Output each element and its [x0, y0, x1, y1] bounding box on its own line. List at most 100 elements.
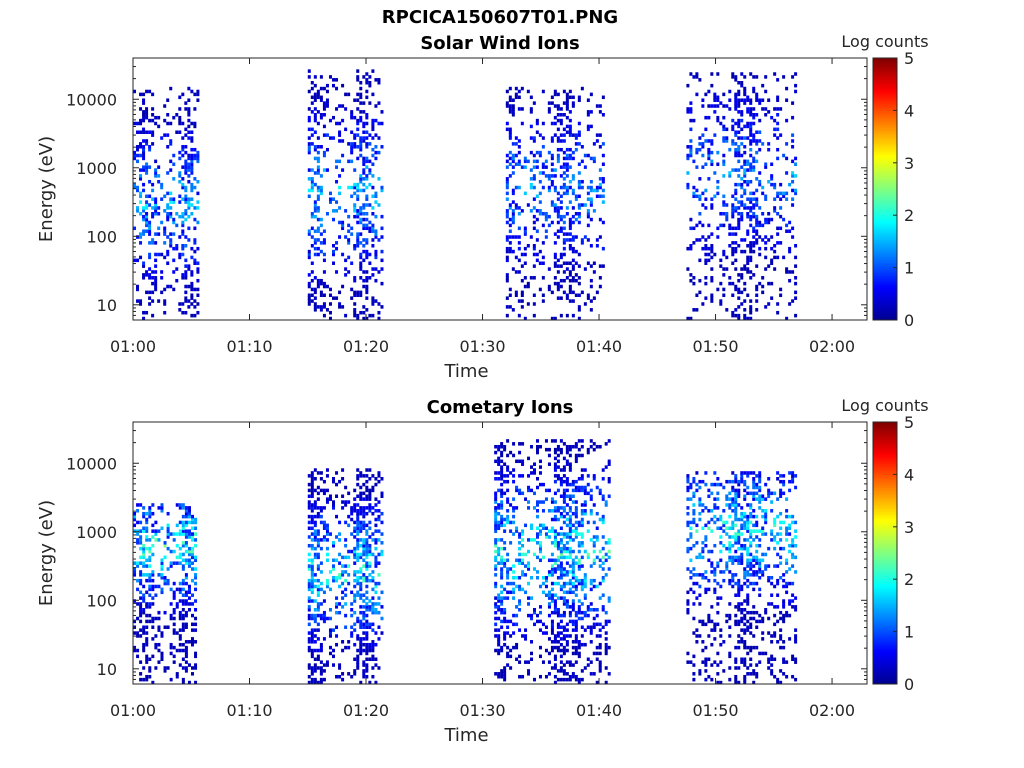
heatmap-cell [556, 287, 560, 292]
heatmap-cell [550, 599, 554, 603]
heatmap-cell [767, 147, 771, 152]
heatmap-cell [184, 270, 188, 274]
heatmap-cell [139, 672, 143, 676]
heatmap-cell [181, 244, 185, 248]
heatmap-cell [374, 680, 378, 685]
heatmap-cell [529, 177, 533, 181]
heatmap-cell [550, 558, 554, 563]
heatmap-cell [538, 654, 542, 659]
heatmap-cell [359, 188, 363, 193]
heatmap-cell [145, 130, 149, 134]
heatmap-cell [503, 608, 507, 612]
heatmap-cell [559, 625, 563, 629]
heatmap-cell [184, 127, 188, 132]
heatmap-cell [505, 121, 509, 126]
heatmap-cell [725, 564, 729, 568]
heatmap-cell [571, 581, 575, 586]
heatmap-cell [740, 217, 744, 222]
heatmap-cell [350, 115, 354, 120]
heatmap-cell [722, 127, 726, 132]
heatmap-cell [133, 153, 137, 158]
heatmap-cell [535, 258, 539, 263]
heatmap-cell [514, 203, 518, 207]
heatmap-cell [571, 674, 575, 679]
heatmap-cell [133, 570, 137, 574]
heatmap-cell [503, 561, 507, 565]
heatmap-cell [514, 293, 518, 298]
heatmap-cell [377, 270, 381, 274]
heatmap-cell [707, 153, 711, 158]
heatmap-cell [310, 631, 314, 635]
heatmap-cell [527, 456, 531, 461]
heatmap-cell [722, 139, 726, 143]
heatmap-cell [779, 226, 783, 231]
heatmap-cell [310, 226, 314, 231]
heatmap-cell [689, 118, 693, 123]
heatmap-cell [746, 672, 750, 676]
heatmap-cell [313, 514, 317, 519]
heatmap-cell [181, 677, 185, 682]
heatmap-cell [512, 453, 516, 458]
heatmap-cell [319, 677, 323, 682]
heatmap-cell [313, 523, 317, 528]
heatmap-cell [752, 471, 756, 475]
heatmap-cell [722, 194, 726, 199]
heatmap-cell [794, 244, 798, 248]
heatmap-cell [710, 299, 714, 303]
heatmap-cell [190, 211, 194, 216]
heatmap-cell [541, 165, 545, 169]
heatmap-cell [550, 648, 554, 653]
heatmap-cell [764, 165, 768, 169]
heatmap-cell [193, 156, 197, 161]
heatmap-cell [154, 171, 158, 175]
heatmap-cell [139, 168, 143, 172]
heatmap-cell [746, 206, 750, 210]
heatmap-cell [743, 660, 747, 664]
heatmap-cell [194, 520, 198, 525]
colorbar-segment [873, 145, 897, 149]
heatmap-cell [184, 610, 188, 615]
heatmap-cell [136, 520, 140, 525]
heatmap-cell [535, 613, 539, 618]
heatmap-cell [307, 520, 311, 525]
heatmap-cell [533, 608, 537, 612]
heatmap-cell [698, 220, 702, 225]
heatmap-cell [497, 616, 501, 621]
heatmap-cell [595, 657, 599, 662]
heatmap-cell [532, 139, 536, 143]
heatmap-cell [530, 616, 534, 621]
heatmap-cell [371, 645, 375, 650]
heatmap-cell [148, 220, 152, 225]
heatmap-cell [508, 305, 512, 309]
heatmap-cell [374, 602, 378, 606]
heatmap-cell [310, 133, 314, 137]
heatmap-cell [568, 278, 572, 283]
heatmap-cell [689, 101, 693, 105]
heatmap-cell [547, 287, 551, 292]
heatmap-cell [595, 634, 599, 638]
colorbar-segment [873, 276, 897, 280]
heatmap-cell [500, 573, 504, 577]
heatmap-cell [316, 511, 320, 516]
heatmap-cell [731, 471, 735, 475]
heatmap-cell [353, 610, 357, 615]
heatmap-cell [181, 211, 185, 216]
heatmap-cell [181, 503, 185, 507]
heatmap-cell [344, 520, 348, 525]
heatmap-cell [559, 313, 563, 318]
heatmap-cell [692, 159, 696, 164]
heatmap-cell [503, 541, 507, 545]
heatmap-cell [142, 564, 146, 568]
heatmap-cell [515, 642, 519, 647]
heatmap-cell [704, 506, 708, 510]
heatmap-cell [359, 153, 363, 158]
heatmap-cell [187, 113, 191, 117]
heatmap-cell [547, 558, 551, 563]
heatmap-cell [356, 220, 360, 225]
heatmap-cell [547, 214, 551, 219]
heatmap-cell [746, 110, 750, 114]
heatmap-cell [704, 543, 708, 548]
heatmap-cell [556, 284, 560, 289]
heatmap-cell [746, 558, 750, 563]
heatmap-cell [761, 238, 765, 242]
